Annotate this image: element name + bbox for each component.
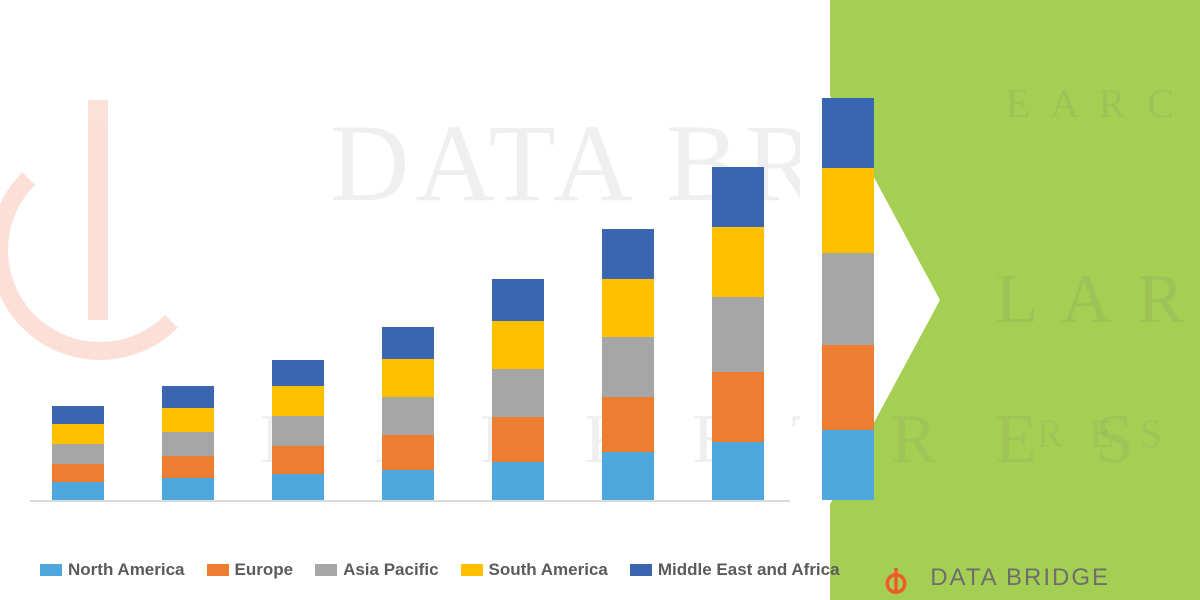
legend-label: Middle East and Africa <box>658 560 840 580</box>
bar <box>52 406 104 500</box>
legend-swatch <box>315 564 337 576</box>
bar-segment-ap <box>272 416 324 446</box>
watermark-text: L A R <box>995 260 1190 340</box>
bar-segment-sa <box>52 424 104 444</box>
bar <box>822 98 874 500</box>
bar-segment-na <box>162 478 214 500</box>
watermark-text: R E S <box>1037 410 1170 457</box>
bar-segment-ap <box>712 297 764 372</box>
axis-baseline <box>30 500 790 502</box>
legend-swatch <box>207 564 229 576</box>
bar <box>492 279 544 500</box>
bar-segment-sa <box>162 408 214 432</box>
bar <box>272 360 324 500</box>
bar-segment-ap <box>382 397 434 435</box>
brand-logo-icon <box>882 566 910 594</box>
watermark-text: E A R C <box>1006 80 1180 127</box>
legend-item-eu: Europe <box>207 560 294 580</box>
bar-segment-sa <box>272 386 324 416</box>
legend-item-ap: Asia Pacific <box>315 560 438 580</box>
legend-label: Europe <box>235 560 294 580</box>
bar <box>602 229 654 500</box>
legend-label: South America <box>489 560 608 580</box>
brand-text: DATA BRIDGE <box>930 564 1110 592</box>
legend-item-sa: South America <box>461 560 608 580</box>
bar <box>162 386 214 500</box>
bar-segment-ap <box>822 253 874 345</box>
bar-segment-eu <box>272 446 324 474</box>
legend-swatch <box>630 564 652 576</box>
bar-segment-na <box>272 474 324 500</box>
bar-segment-mea <box>162 386 214 408</box>
bar <box>382 327 434 500</box>
legend-swatch <box>461 564 483 576</box>
bar-segment-ap <box>52 444 104 464</box>
bar-segment-eu <box>52 464 104 482</box>
bar-segment-na <box>382 470 434 500</box>
bar-segment-ap <box>492 369 544 417</box>
bar-segment-ap <box>162 432 214 456</box>
legend: North America Europe Asia Pacific South Ame… <box>40 560 840 580</box>
stacked-bar-chart <box>40 60 920 500</box>
bar-segment-na <box>52 482 104 500</box>
bar-segment-sa <box>382 359 434 397</box>
bar-segment-eu <box>822 345 874 430</box>
legend-label: Asia Pacific <box>343 560 438 580</box>
bar-segment-na <box>712 442 764 500</box>
bar-segment-mea <box>712 167 764 227</box>
legend-item-mea: Middle East and Africa <box>630 560 840 580</box>
bar-segment-sa <box>822 168 874 253</box>
bar-segment-mea <box>272 360 324 386</box>
bar-segment-mea <box>492 279 544 321</box>
bar-segment-na <box>822 430 874 500</box>
bar-segment-mea <box>822 98 874 168</box>
bar-segment-eu <box>162 456 214 478</box>
bar-segment-eu <box>712 372 764 442</box>
legend-item-na: North America <box>40 560 185 580</box>
bar-segment-sa <box>602 279 654 337</box>
bar-segment-sa <box>712 227 764 297</box>
bar-segment-mea <box>382 327 434 359</box>
bar-segment-eu <box>492 417 544 462</box>
legend-label: North America <box>68 560 185 580</box>
legend-swatch <box>40 564 62 576</box>
bar-segment-mea <box>52 406 104 424</box>
bar-segment-na <box>492 462 544 500</box>
bar <box>712 167 764 500</box>
bar-segment-sa <box>492 321 544 369</box>
bar-segment-ap <box>602 337 654 397</box>
bar-segment-mea <box>602 229 654 279</box>
bar-segment-eu <box>602 397 654 452</box>
bar-segment-na <box>602 452 654 500</box>
bar-segment-eu <box>382 435 434 470</box>
